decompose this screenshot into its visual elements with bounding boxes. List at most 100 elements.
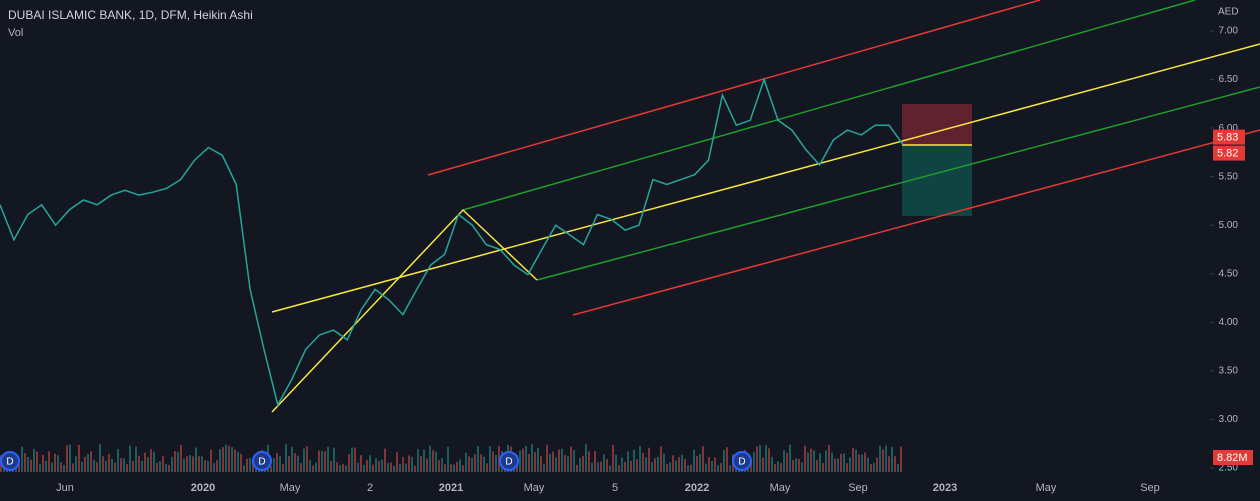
volume-bar (408, 455, 410, 472)
volume-bar (786, 453, 788, 472)
volume-bar (669, 462, 671, 472)
volume-bar (534, 452, 536, 472)
volume-bar (651, 462, 653, 472)
volume-bar (240, 453, 242, 472)
price-badge-label: 5.82 (1217, 147, 1238, 159)
volume-bar (300, 463, 302, 472)
volume-bar (57, 455, 59, 472)
volume-bar (819, 453, 821, 472)
volume-bar (84, 456, 86, 472)
volume-bar (366, 459, 368, 472)
target-zone (902, 145, 972, 216)
volume-bar (888, 456, 890, 472)
fork-line (572, 129, 1260, 316)
volume-bar (324, 451, 326, 472)
volume-bar (633, 449, 635, 472)
volume-bar (228, 445, 230, 472)
volume-bar (315, 462, 317, 472)
volume-bar (831, 452, 833, 472)
volume-bar (585, 444, 587, 472)
volume-bar (822, 463, 824, 472)
volume-bar (102, 456, 104, 472)
volume-bar (105, 460, 107, 472)
volume-bar (414, 465, 416, 472)
volume-bar (579, 457, 581, 472)
volume-bar (678, 457, 680, 472)
volume-bar (342, 464, 344, 472)
volume-bar (813, 450, 815, 472)
plot: 2.50 3.00 3.50 4.00 4.50 5.00 5.50 6.00 6.50 7.00… (0, 26, 1253, 494)
volume-bar (234, 449, 236, 472)
volume-bar (471, 457, 473, 472)
volume-bar (609, 465, 611, 472)
volume-bar (189, 455, 191, 472)
volume-bar (387, 462, 389, 472)
dividend-label: D (505, 457, 512, 468)
volume-bar (402, 457, 404, 472)
volume-bar (60, 462, 62, 472)
volume-bar (213, 463, 215, 472)
volume-bar (549, 453, 551, 472)
volume-bar (114, 462, 116, 472)
volume-bar (207, 460, 209, 472)
volume-bar (537, 447, 539, 472)
volume-bar (138, 455, 140, 472)
volume-bar (375, 458, 377, 472)
volume-bar (672, 455, 674, 472)
volume-bar (555, 457, 557, 472)
volume-bar (321, 450, 323, 472)
volume-bar (162, 456, 164, 472)
volume-bar (363, 464, 365, 472)
volume-bar (129, 445, 131, 472)
volume-bar (855, 449, 857, 472)
volume-bar (801, 462, 803, 472)
volume-bar (666, 464, 668, 472)
volume-bar (636, 459, 638, 472)
volume-badge-label: 8.82M (1217, 452, 1248, 464)
volume-bar (771, 456, 773, 472)
volume-bar (540, 456, 542, 472)
volume-bar (570, 446, 572, 472)
volume-bar (498, 446, 500, 472)
volume-bar (372, 464, 374, 472)
volume-bar (120, 458, 122, 472)
volume-bar (297, 455, 299, 472)
volume-bar (354, 447, 356, 472)
volume-bar (417, 449, 419, 472)
volume-bar (177, 451, 179, 472)
x-tick-label: May (524, 482, 545, 494)
volume-bar (594, 451, 596, 472)
volume-bar (858, 454, 860, 472)
volume-bar (168, 464, 170, 472)
volume-bar (573, 450, 575, 472)
volume-bar (558, 449, 560, 472)
volume-bar (657, 456, 659, 472)
x-tick-label: 2023 (933, 482, 957, 494)
volume-bar (750, 460, 752, 472)
volume-bar (648, 447, 650, 472)
volume-bar (420, 456, 422, 472)
volume-bar (783, 450, 785, 472)
volume-bar (756, 446, 758, 472)
volume-bar (18, 464, 20, 472)
volume-bar (78, 444, 80, 472)
x-tick-label: 2020 (191, 482, 215, 494)
volume-bar (174, 451, 176, 472)
volume-bar (249, 458, 251, 472)
volume-bar (552, 451, 554, 472)
volume-bar (123, 458, 125, 472)
volume-bar (879, 445, 881, 472)
price-badge (1213, 129, 1245, 145)
volume-bar (282, 464, 284, 472)
y-tick-label: 2.50 (1219, 463, 1239, 474)
volume-bar (480, 454, 482, 472)
volume-bar (873, 462, 875, 472)
volume-bar (345, 465, 347, 472)
volume-bar (327, 446, 329, 472)
volume-bar (639, 446, 641, 472)
y-tick-label: 4.50 (1219, 268, 1239, 279)
volume-bar (723, 449, 725, 472)
x-tick-label: May (1036, 482, 1057, 494)
volume-bar (561, 448, 563, 472)
volume-bar (357, 462, 359, 472)
